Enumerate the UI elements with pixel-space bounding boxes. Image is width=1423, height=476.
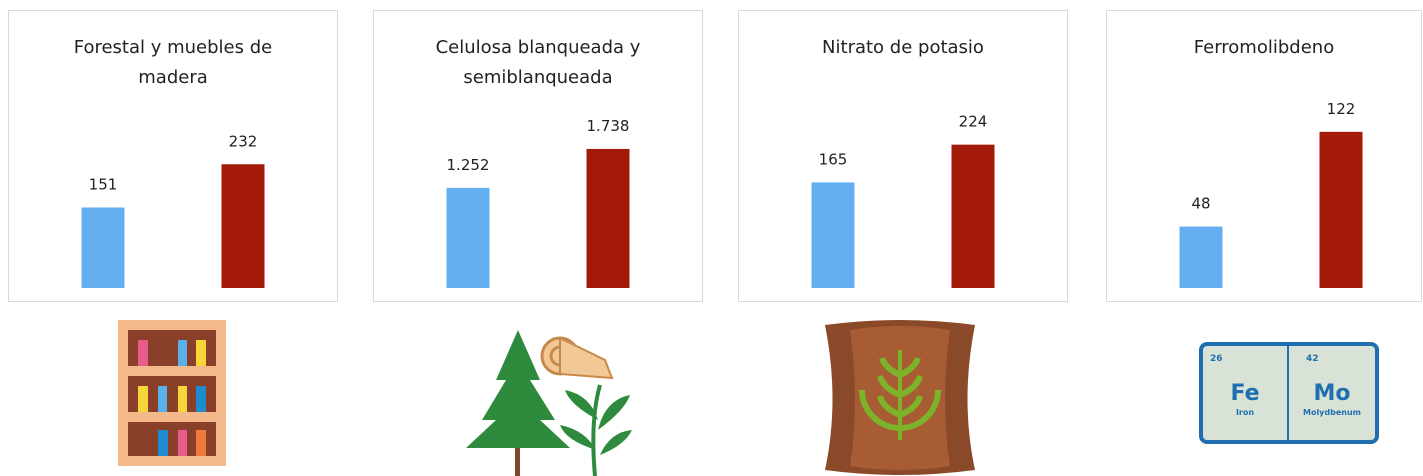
bar — [1179, 226, 1223, 288]
tile-name: Molydbenum — [1303, 408, 1361, 417]
element-tile-icon: 26 Fe Iron 42 Mo Molydbenum — [1199, 342, 1379, 444]
tree-icon — [466, 330, 632, 476]
value-label: 165 — [819, 150, 848, 168]
chart: 48 122 — [1179, 100, 1363, 288]
tile-name: Iron — [1236, 408, 1254, 417]
tile-symbol: Fe — [1230, 381, 1259, 406]
chart: 165 224 — [811, 113, 995, 288]
bookshelf-icon — [118, 320, 226, 466]
chart-title: Nitrato de potasio — [822, 37, 984, 58]
value-label: 232 — [229, 132, 258, 150]
chart: 1.252 1.738 — [446, 117, 630, 288]
bar — [221, 164, 265, 288]
value-label: 1.252 — [447, 156, 490, 174]
bar — [446, 187, 490, 288]
chart-panel: Forestal y muebles de madera 151 232 — [8, 10, 338, 302]
value-label: 48 — [1191, 195, 1210, 213]
bar — [1319, 131, 1363, 288]
chart: 151 232 — [81, 132, 265, 288]
bar — [586, 148, 630, 288]
tile-number: 26 — [1210, 354, 1223, 364]
bar — [81, 207, 125, 288]
chart-title: Celulosa blanqueada y semiblanqueada — [435, 37, 641, 88]
bar — [951, 144, 995, 288]
value-label: 1.738 — [587, 117, 630, 135]
chart-panel: Ferromolibdeno 48 122 — [1106, 10, 1422, 302]
value-label: 151 — [89, 175, 118, 193]
value-label: 224 — [959, 113, 988, 131]
value-label: 122 — [1327, 100, 1356, 118]
chart-panel: Nitrato de potasio 165 224 — [738, 10, 1068, 302]
bar — [811, 182, 855, 288]
tile-number: 42 — [1306, 354, 1319, 364]
chart-title: Ferromolibdeno — [1193, 37, 1335, 58]
chart-title: Forestal y muebles de madera — [73, 37, 273, 88]
chart-panel: Celulosa blanqueada y semiblanqueada 1.25… — [373, 10, 703, 302]
sack-icon — [825, 320, 975, 475]
tile-symbol: Mo — [1313, 381, 1350, 406]
